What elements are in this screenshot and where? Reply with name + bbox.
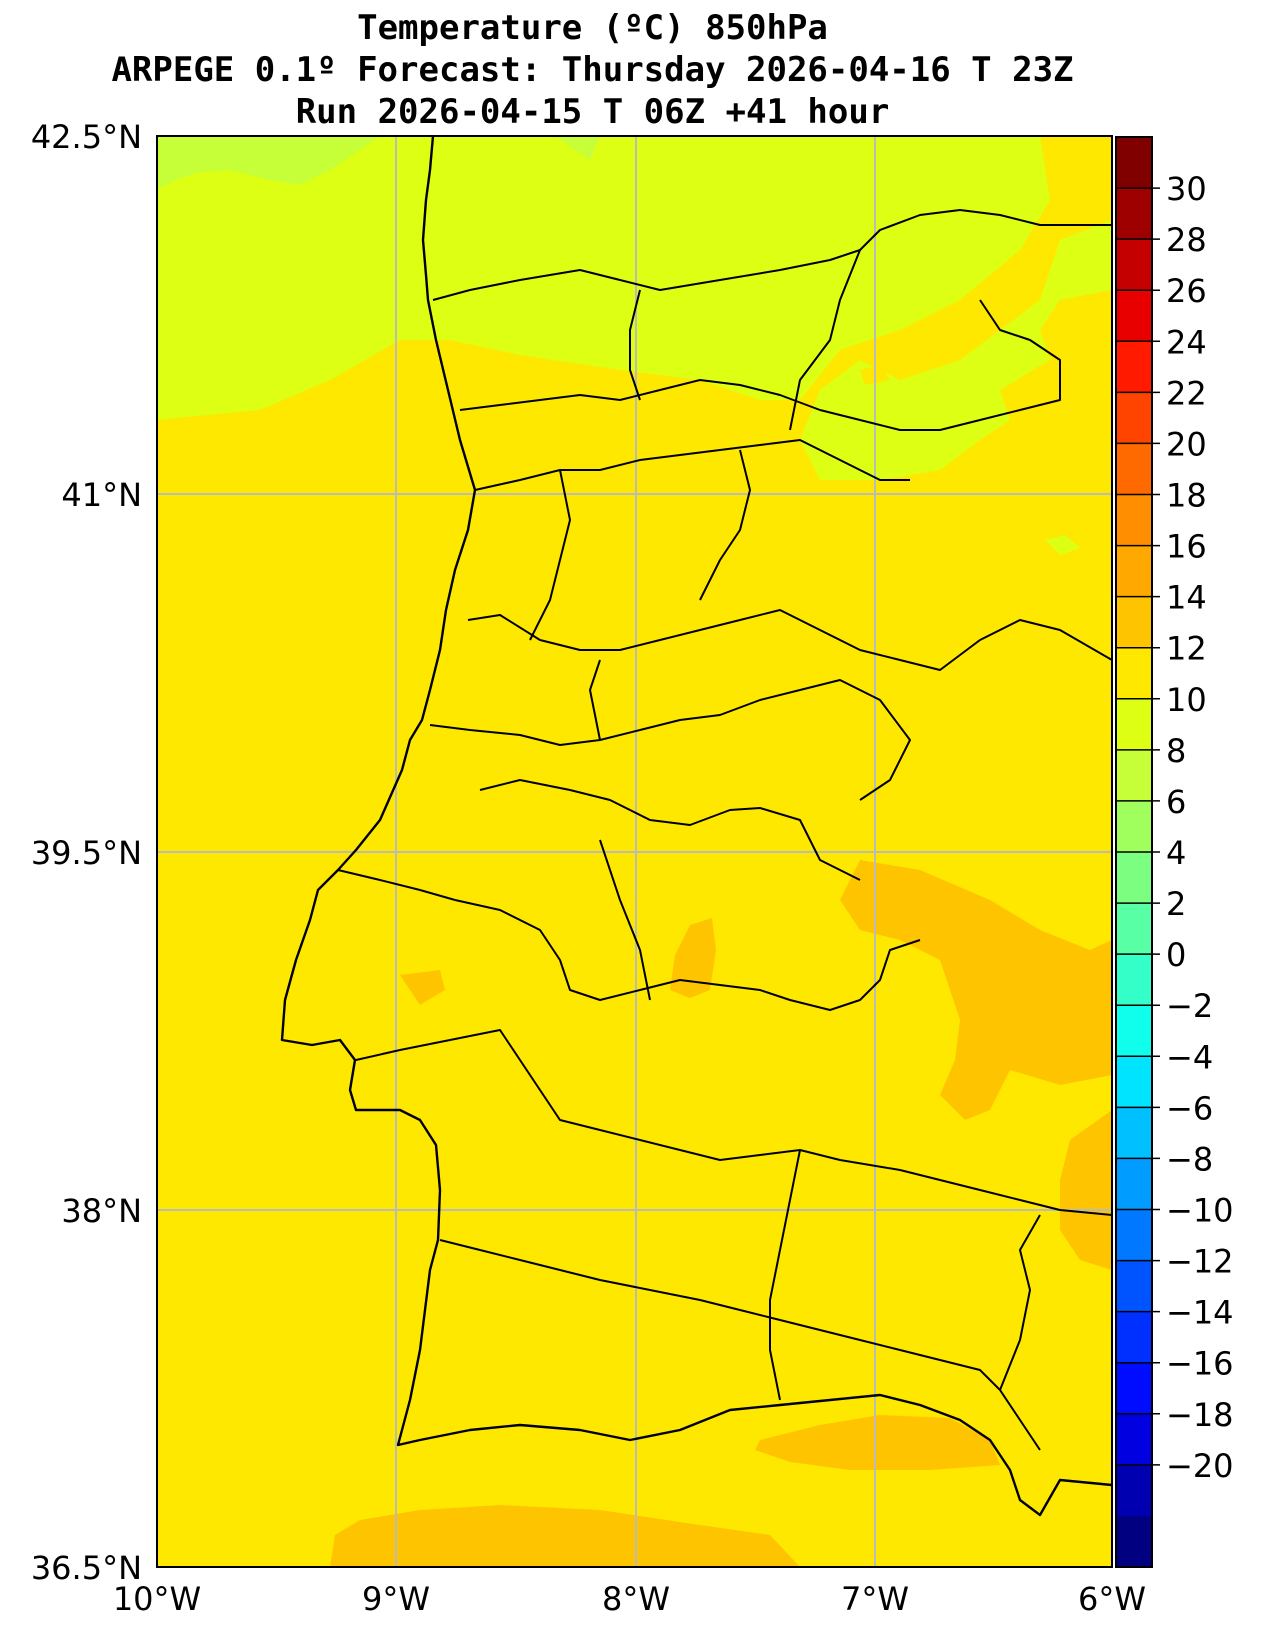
colorbar-label: 4 [1166,834,1186,872]
field-band-8-10-b [555,136,600,160]
colorbar-segment [1116,1107,1152,1159]
colorbar-label: 2 [1166,885,1186,923]
plot-frame [156,135,1113,1568]
colorbar-segment [1116,545,1152,598]
title-line-2: ARPEGE 0.1º Forecast: Thursday 2026-04-1… [111,50,1074,90]
colorbar-label: 14 [1166,579,1207,617]
colorbar-segment [1116,647,1152,700]
field-band-14-16-east [840,860,1112,1120]
lat-label-36.5: 36.5°N [31,1549,142,1587]
colorbar-label: −8 [1166,1140,1213,1178]
colorbar-segment [1116,1056,1152,1108]
colorbar-label: −18 [1166,1396,1234,1434]
colorbar-segment [1116,1413,1152,1466]
gridlines [157,136,1112,1567]
colorbar-label: 28 [1166,221,1207,259]
colorbar-label: 30 [1166,170,1207,208]
colorbar-label: −20 [1166,1447,1234,1485]
colorbar-label: −6 [1166,1089,1213,1127]
colorbar-label: −14 [1166,1294,1234,1332]
colorbar-label: 8 [1166,732,1186,770]
colorbar-segment [1116,596,1152,649]
colorbar-segment [1116,341,1152,393]
colorbar-label: −4 [1166,1038,1213,1076]
colorbar-label: −16 [1166,1345,1234,1383]
colorbar-segment [1116,443,1152,495]
colorbar-label: −10 [1166,1192,1234,1230]
district-borders [337,209,1112,1451]
colorbar-frame [1115,136,1153,1568]
colorbar-label: 16 [1166,528,1207,566]
lon-label-10w: 10°W [113,1580,201,1618]
title-line-1: Temperature (ºC) 850hPa [357,8,828,48]
lon-label-8w: 8°W [602,1580,670,1618]
field-band-14-16-centre [670,918,716,998]
colorbar-label: −12 [1166,1243,1234,1281]
colorbar-label: 0 [1166,936,1186,974]
colorbar: 302826242220181614121086420−2−4−6−8−10−1… [1115,136,1234,1568]
colorbar-label: 20 [1166,425,1207,463]
lon-label-6w: 6°W [1078,1580,1146,1618]
title-line-3: Run 2026-04-15 T 06Z +41 hour [295,92,890,132]
colorbar-segment [1116,1311,1152,1364]
lat-tick-labels: 42.5°N 41°N 39.5°N 38°N 36.5°N [31,118,142,1587]
field-band-14-16-south [755,1415,1000,1470]
colorbar-segment [1116,698,1152,751]
colorbar-segment [1116,1158,1152,1210]
lat-label-42.5: 42.5°N [31,118,142,156]
colorbar-label: 6 [1166,783,1186,821]
lat-label-38: 38°N [61,1192,142,1230]
colorbar-segment [1116,749,1152,802]
field-pocket-b [1045,535,1080,555]
colorbar-segment [1116,137,1152,189]
colorbar-segment [1116,800,1152,853]
colorbar-label: 10 [1166,681,1207,719]
coastline [280,136,1112,1517]
colorbar-label: 26 [1166,272,1207,310]
lat-label-39.5: 39.5°N [31,834,142,872]
lon-label-9w: 9°W [362,1580,430,1618]
colorbar-segment [1116,1260,1152,1313]
colorbar-segment [1116,954,1152,1006]
lon-label-7w: 7°W [841,1580,909,1618]
colorbar-segment [1116,1464,1152,1517]
field-band-10-12 [157,136,1112,480]
field-band-10-12-north [157,136,1050,420]
colorbar-segment [1116,392,1152,444]
colorbar-segment [1116,1005,1152,1057]
colorbar-segment [1116,1209,1152,1262]
colorbar-segment [1116,1362,1152,1415]
field-band-14-16-se [1060,1110,1112,1270]
colorbar-label: 12 [1166,630,1207,668]
colorbar-segment [1116,239,1152,291]
colorbar-segment [1116,852,1152,904]
lat-label-41: 41°N [61,476,142,514]
colorbar-segment [1116,188,1152,240]
colorbar-segment [1116,903,1152,955]
field-band-14-16-bottom [330,1505,800,1567]
field-band-14-16-lisbon [400,970,445,1005]
colorbar-label: 18 [1166,477,1207,515]
colorbar-label: −2 [1166,987,1213,1025]
field-band-8-10 [157,136,380,190]
colorbar-label: 24 [1166,323,1207,361]
colorbar-segment [1116,290,1152,342]
colorbar-segment [1116,494,1152,547]
colorbar-segment [1116,1515,1152,1568]
lon-tick-labels: 10°W 9°W 8°W 7°W 6°W [113,1580,1146,1618]
colorbar-label: 22 [1166,374,1207,412]
